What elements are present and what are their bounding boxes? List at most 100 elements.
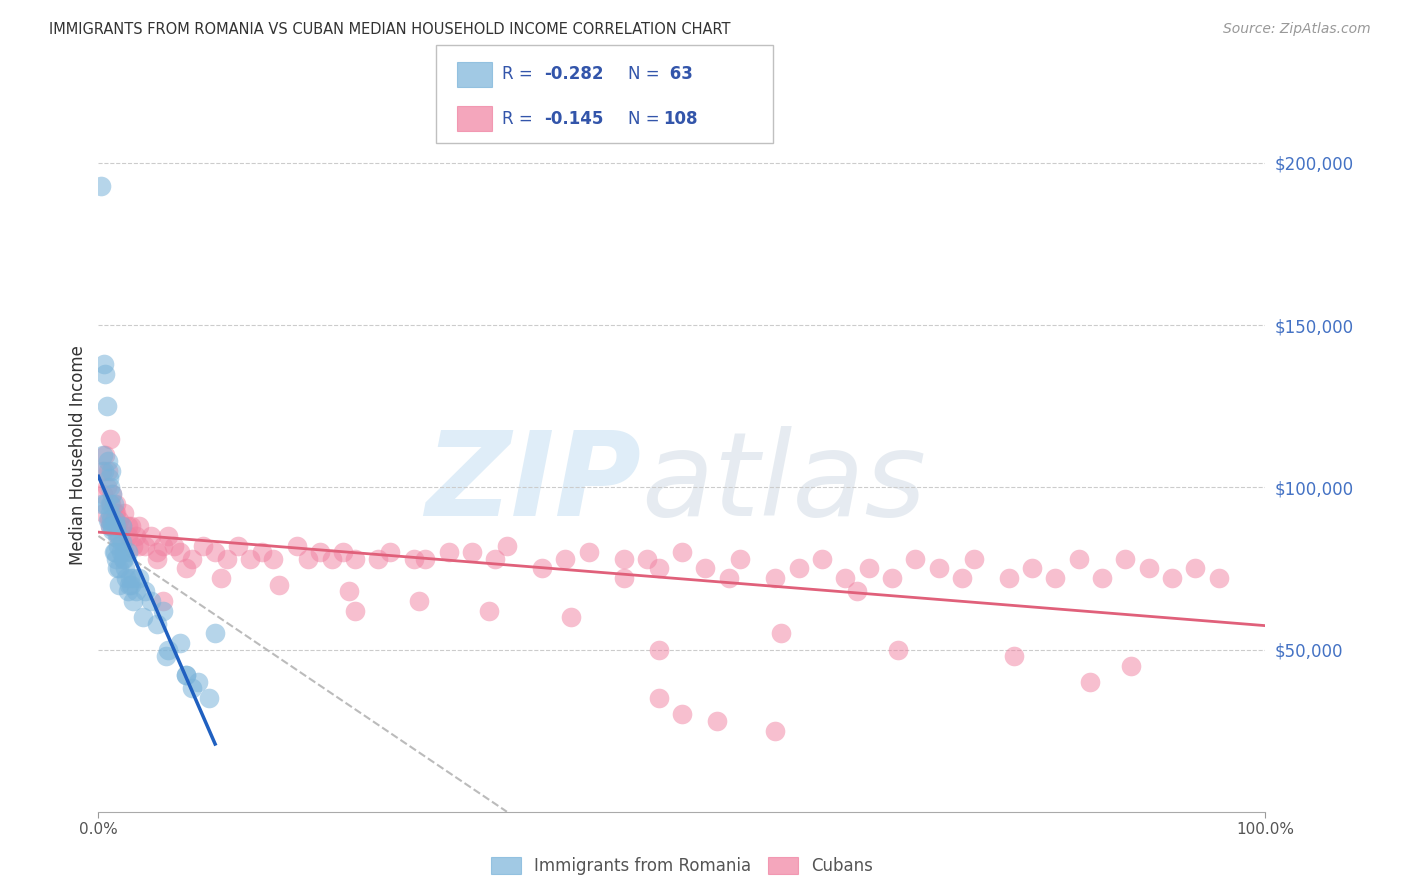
Point [169, 636, 191, 650]
Point [104, 506, 127, 520]
Point [97, 464, 120, 478]
Point [671, 545, 693, 559]
Point [100, 513, 122, 527]
Point [770, 626, 793, 640]
Point [139, 594, 162, 608]
Point [337, 584, 360, 599]
Point [560, 610, 582, 624]
Point [101, 487, 124, 501]
Point [155, 648, 177, 663]
Point [636, 551, 658, 566]
Point [250, 545, 273, 559]
Point [111, 519, 134, 533]
Point [152, 594, 174, 608]
Point [174, 668, 197, 682]
Point [90, 178, 112, 193]
Point [112, 551, 135, 566]
Point [128, 571, 150, 585]
Point [787, 561, 810, 575]
Point [554, 551, 576, 566]
Point [91, 448, 114, 462]
Point [285, 539, 308, 553]
Text: N =: N = [628, 65, 665, 83]
Text: IMMIGRANTS FROM ROMANIA VS CUBAN MEDIAN HOUSEHOLD INCOME CORRELATION CHART: IMMIGRANTS FROM ROMANIA VS CUBAN MEDIAN … [49, 22, 731, 37]
Point [811, 551, 834, 566]
Point [695, 561, 717, 575]
Point [962, 551, 984, 566]
Point [997, 571, 1019, 585]
Point [104, 545, 127, 559]
Point [647, 642, 669, 657]
Point [122, 571, 145, 585]
Point [100, 497, 122, 511]
Point [193, 539, 215, 553]
Point [367, 551, 389, 566]
Point [90, 497, 112, 511]
Point [157, 642, 180, 657]
Point [118, 571, 141, 585]
Text: R =: R = [502, 110, 538, 128]
Point [104, 519, 127, 533]
Point [117, 545, 139, 559]
Point [96, 480, 118, 494]
Text: N =: N = [628, 110, 665, 128]
Point [1114, 551, 1136, 566]
Point [146, 551, 169, 566]
Point [180, 551, 202, 566]
Point [1080, 675, 1102, 690]
Point [107, 529, 129, 543]
Point [98, 506, 121, 520]
Point [98, 497, 121, 511]
Point [1137, 561, 1160, 575]
Y-axis label: Median Household Income: Median Household Income [69, 345, 87, 565]
Point [1045, 571, 1067, 585]
Text: ZIP: ZIP [425, 426, 641, 541]
Point [117, 529, 139, 543]
Point [96, 399, 118, 413]
Point [90, 464, 112, 478]
Point [950, 571, 973, 585]
Point [108, 529, 131, 543]
Point [120, 519, 142, 533]
Point [344, 604, 367, 618]
Point [671, 707, 693, 722]
Point [103, 513, 125, 527]
Point [880, 571, 903, 585]
Point [122, 594, 145, 608]
Point [97, 513, 120, 527]
Point [97, 454, 120, 468]
Point [98, 519, 121, 533]
Point [108, 561, 131, 575]
Point [204, 545, 226, 559]
Point [128, 519, 150, 533]
Point [408, 594, 430, 608]
Point [104, 497, 127, 511]
Point [1067, 551, 1090, 566]
Point [1161, 571, 1184, 585]
Point [187, 675, 209, 690]
Point [117, 584, 139, 599]
Point [204, 626, 226, 640]
Point [163, 539, 186, 553]
Point [114, 561, 136, 575]
Point [413, 551, 436, 566]
Point [269, 577, 291, 591]
Point [94, 497, 117, 511]
Point [262, 551, 284, 566]
Point [613, 571, 636, 585]
Point [105, 529, 128, 543]
Point [1004, 648, 1026, 663]
Text: atlas: atlas [641, 426, 927, 541]
Point [228, 539, 250, 553]
Point [198, 691, 221, 706]
Point [478, 604, 501, 618]
Point [103, 497, 125, 511]
Point [93, 464, 115, 478]
Point [858, 561, 880, 575]
Point [647, 691, 669, 706]
Point [93, 357, 115, 371]
Point [97, 513, 120, 527]
Point [120, 577, 142, 591]
Point [321, 551, 343, 566]
Point [111, 551, 134, 566]
